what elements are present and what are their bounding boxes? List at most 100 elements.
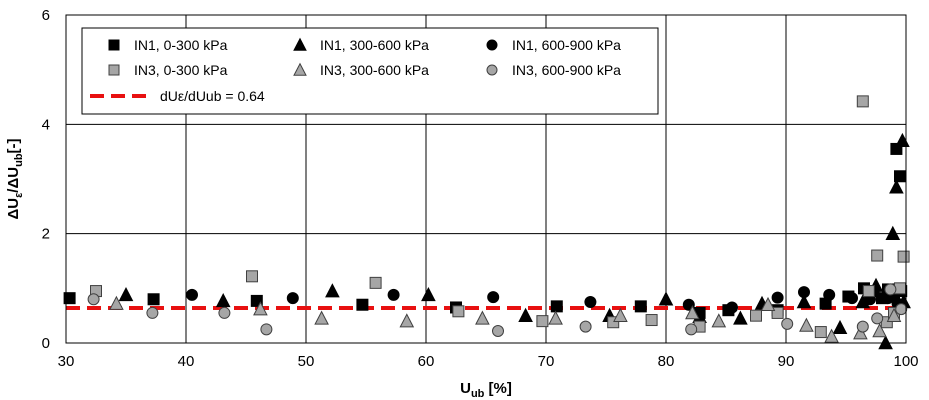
circle-marker — [218, 306, 231, 319]
y-axis-label-sub1: ε — [13, 192, 25, 198]
triangle-marker — [613, 307, 628, 322]
triangle-marker — [824, 328, 839, 343]
square-marker — [147, 293, 160, 306]
circle-marker — [685, 323, 698, 336]
circle-marker — [895, 303, 908, 316]
circle-marker — [584, 296, 597, 308]
legend-label: IN1, 600-900 kPa — [512, 37, 621, 53]
triangle-marker — [832, 319, 848, 334]
triangle-marker — [853, 325, 868, 340]
square-marker — [607, 316, 620, 329]
square-marker — [536, 315, 549, 328]
triangle-marker — [733, 310, 748, 325]
square-marker — [814, 326, 827, 339]
square-marker — [108, 39, 120, 51]
y-axis-label-sub2: ub — [13, 153, 25, 167]
circle-marker — [884, 283, 897, 296]
legend-box — [81, 27, 659, 115]
circle-marker — [798, 286, 810, 299]
square-marker — [862, 285, 875, 298]
circle-marker — [260, 323, 273, 336]
x-tick-label: 30 — [58, 353, 75, 370]
square-marker — [246, 270, 258, 283]
y-axis-label-part1: ΔU — [5, 198, 22, 220]
x-tick-label: 80 — [658, 353, 675, 370]
circle-marker — [781, 317, 794, 330]
square-marker — [871, 249, 884, 262]
legend-label: IN1, 300-600 kPa — [320, 37, 429, 53]
triangle-marker — [872, 323, 887, 338]
square-marker — [108, 64, 120, 76]
legend-label: IN3, 0-300 kPa — [134, 62, 228, 78]
circle-marker — [387, 288, 400, 301]
legend-label: IN3, 300-600 kPa — [320, 62, 429, 78]
circle-marker — [579, 320, 592, 333]
triangle-marker — [548, 310, 563, 325]
square-marker — [452, 305, 465, 318]
square-marker — [63, 292, 76, 305]
circle-marker — [823, 288, 836, 301]
triangle-marker — [799, 317, 814, 332]
legend-label: dUε/dUub = 0.64 — [160, 88, 265, 104]
circle-marker — [492, 324, 504, 337]
square-marker — [250, 294, 263, 307]
square-marker — [634, 300, 647, 313]
y-tick-labels: 0 2 4 6 — [42, 7, 50, 352]
circle-marker — [771, 291, 784, 304]
legend: IN1, 0-300 kPa IN1, 300-600 kPa IN1, 600-9… — [81, 27, 659, 115]
circle-marker — [186, 288, 198, 301]
y-tick-label: 0 — [42, 335, 50, 352]
y-tick-label: 2 — [42, 226, 50, 243]
circle-marker — [726, 301, 738, 314]
x-tick-label: 50 — [298, 353, 315, 370]
triangle-marker — [885, 225, 901, 240]
plot-frame — [65, 14, 907, 344]
triangle-marker — [475, 310, 490, 325]
triangle-marker — [886, 307, 902, 322]
triangle-marker — [109, 295, 124, 310]
triangle-marker — [293, 62, 307, 76]
square-marker — [750, 309, 762, 322]
triangle-marker — [658, 291, 674, 306]
triangle-marker — [895, 132, 910, 148]
triangle-marker — [215, 293, 231, 308]
triangle-marker — [760, 296, 776, 312]
x-axis-label: Uub [%] — [460, 380, 512, 400]
triangle-marker — [421, 287, 436, 302]
circle-marker — [486, 64, 498, 76]
x-axis-label-main: U — [460, 380, 471, 397]
triangle-marker — [253, 301, 268, 316]
circle-marker — [871, 312, 884, 325]
square-marker — [771, 306, 784, 319]
legend-label: IN1, 0-300 kPa — [134, 37, 228, 53]
square-marker — [550, 300, 563, 313]
x-axis-label-unit: [%] — [484, 380, 512, 397]
triangle-marker — [889, 179, 904, 194]
y-tick-label: 6 — [42, 7, 50, 24]
circle-marker — [487, 291, 500, 304]
circle-marker — [286, 292, 299, 305]
triangle-marker — [293, 37, 307, 51]
circle-marker — [856, 320, 869, 333]
triangle-marker — [399, 313, 415, 328]
triangle-marker — [325, 283, 340, 298]
triangle-marker — [685, 305, 700, 320]
circle-marker — [146, 306, 159, 319]
square-marker — [369, 276, 382, 289]
square-marker — [356, 298, 369, 311]
y-axis-label-part2: /ΔU — [5, 167, 22, 193]
circle-marker — [486, 39, 498, 51]
x-tick-label: 60 — [418, 353, 435, 370]
x-tick-label: 40 — [178, 353, 195, 370]
circle-marker — [846, 292, 858, 305]
x-tick-label: 70 — [538, 353, 555, 370]
y-axis-label-unit: [-] — [5, 138, 22, 153]
square-marker — [890, 142, 903, 155]
square-marker — [645, 314, 658, 327]
circle-marker — [87, 293, 100, 306]
square-marker — [856, 95, 869, 108]
data-points — [63, 95, 911, 350]
x-tick-label: 90 — [778, 353, 795, 370]
triangle-marker — [518, 307, 533, 322]
